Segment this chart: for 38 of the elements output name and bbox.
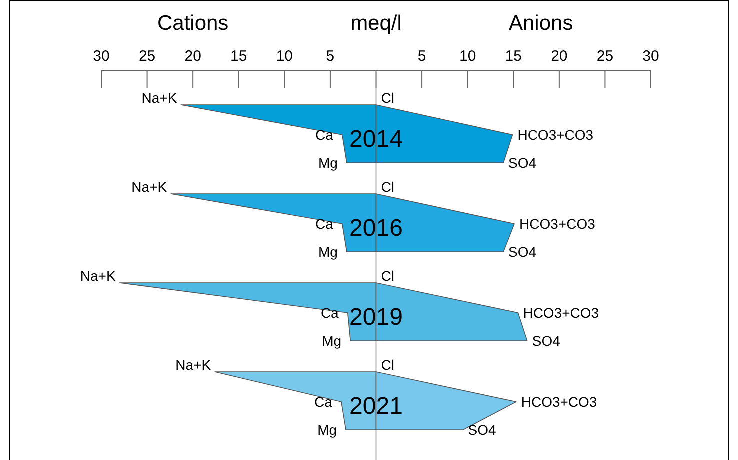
x-tick-label: 30 <box>93 48 110 65</box>
y-tick-label: Na+K <box>142 90 178 106</box>
text: Cations <box>157 12 229 35</box>
y2-tick-label: SO4 <box>468 422 496 438</box>
x-tick-label: 20 <box>184 48 202 65</box>
y2-tick-label: SO4 <box>508 244 537 260</box>
x-tick-label: 25 <box>138 48 156 65</box>
x-tick-label: 5 <box>326 48 335 65</box>
x-tick-label: 15 <box>505 48 522 65</box>
x-tick-label: 25 <box>596 48 614 65</box>
y2-tick-label: Cl <box>381 90 394 106</box>
x-tick-label: 15 <box>230 48 248 65</box>
y-tick-label: Ca <box>315 216 334 232</box>
x-tick-label: 10 <box>459 48 476 65</box>
y-tick-label: Na+K <box>80 268 116 284</box>
y2-tick-label: HCO3+CO3 <box>518 127 594 143</box>
y2-tick-label: SO4 <box>508 155 537 171</box>
x-tick-label: 20 <box>551 48 568 65</box>
y-tick-label: Na+K <box>176 357 212 373</box>
y-tick-label: Mg <box>318 244 338 260</box>
y2-tick-label: Cl <box>381 268 394 284</box>
x-axis-title: meq/l <box>350 12 402 35</box>
y2-tick-label: SO4 <box>532 333 561 349</box>
x-tick-label: 10 <box>276 48 294 65</box>
x-tick-label: 5 <box>418 48 426 65</box>
y-tick-label: Mg <box>322 333 342 349</box>
y-tick-label: Na+K <box>132 179 168 195</box>
y2-tick-label: Cl <box>381 179 394 195</box>
text: Anions <box>508 12 574 35</box>
y-tick-label: Ca <box>314 394 333 410</box>
y-tick-label: Mg <box>318 155 338 171</box>
y2-tick-label: HCO3+CO3 <box>523 305 600 321</box>
y-tick-label: Mg <box>318 422 338 438</box>
y2-tick-label: Cl <box>381 357 394 373</box>
y2-tick-label: HCO3+CO3 <box>521 394 598 410</box>
y-tick-label: Ca <box>315 127 334 143</box>
y2-tick-label: HCO3+CO3 <box>520 216 596 232</box>
x-tick-label: 30 <box>642 48 660 65</box>
